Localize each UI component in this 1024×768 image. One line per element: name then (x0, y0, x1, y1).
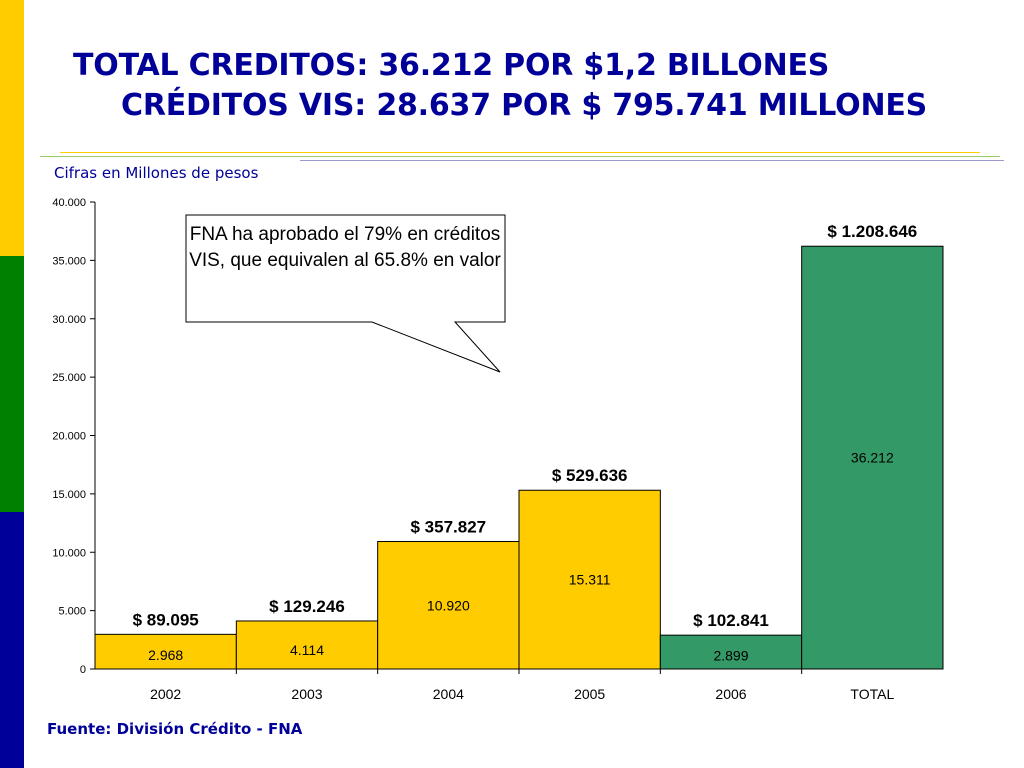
bar-2005 (518, 489, 661, 670)
callout-box (185, 214, 506, 373)
bar-value-label: 15.311 (569, 572, 611, 588)
bar-value-label: 10.920 (427, 597, 470, 613)
title-rule-blue (300, 160, 1004, 161)
slide-title-line-1: TOTAL CREDITOS: 36.212 POR $1,2 BILLONES (73, 48, 830, 83)
callout-text: FNA ha aprobado el 79% en créditos VIS, … (189, 224, 501, 271)
bar-value-label: 2.968 (148, 647, 183, 663)
x-category-label: 2002 (150, 686, 181, 702)
x-category-label: 2004 (433, 686, 464, 702)
x-category-label: 2005 (574, 686, 605, 702)
y-tick-label: 30.000 (52, 314, 86, 326)
bar-amount-label: $ 89.095 (133, 610, 199, 629)
y-tick-label: 5.000 (58, 606, 86, 618)
bar-amount-label: $ 129.246 (269, 597, 345, 616)
bar-total (801, 245, 944, 670)
bar-value-label: 2.899 (713, 647, 748, 663)
bar-value-label: 36.212 (851, 450, 894, 466)
title-rule-green (40, 156, 1000, 157)
bar-amount-label: $ 529.636 (552, 466, 628, 485)
chart-bars (94, 245, 944, 670)
x-category-label: TOTAL (850, 686, 894, 702)
bar-2003 (235, 620, 379, 670)
y-tick-label: 20.000 (52, 431, 86, 443)
chart-axes: 0 5.000 10.000 15.000 20.000 25.000 30.000 35.0… (52, 197, 943, 676)
title-rule-yellow (60, 152, 980, 153)
stripe-blue (0, 512, 24, 768)
chart-labels: 2.968 $ 89.095 2002 4.114 $ 129.246 2003 10.92… (133, 222, 918, 702)
source-note: Fuente: División Crédito - FNA (47, 720, 303, 738)
y-tick-label: 0 (80, 664, 86, 676)
stripe-green (0, 256, 24, 512)
x-category-label: 2006 (715, 686, 746, 702)
y-tick-label: 15.000 (52, 489, 86, 501)
y-tick-label: 25.000 (52, 372, 86, 384)
bar-amount-label: $ 1.208.646 (827, 222, 917, 241)
y-tick-label: 40.000 (52, 197, 86, 209)
bar-amount-label: $ 102.841 (693, 611, 769, 630)
y-tick-label: 10.000 (52, 547, 86, 559)
bar-amount-label: $ 357.827 (411, 518, 487, 537)
bar-2004 (377, 541, 520, 670)
bar-value-label: 4.114 (290, 642, 324, 658)
bar-2002 (94, 633, 237, 670)
y-tick-label: 35.000 (52, 255, 86, 267)
chart-units-note: Cifras en Millones de pesos (54, 164, 259, 182)
slide-title-line-2: CRÉDITOS VIS: 28.637 POR $ 795.741 MILLO… (121, 88, 928, 123)
x-category-label: 2003 (291, 686, 322, 702)
stripe-yellow (0, 0, 24, 256)
